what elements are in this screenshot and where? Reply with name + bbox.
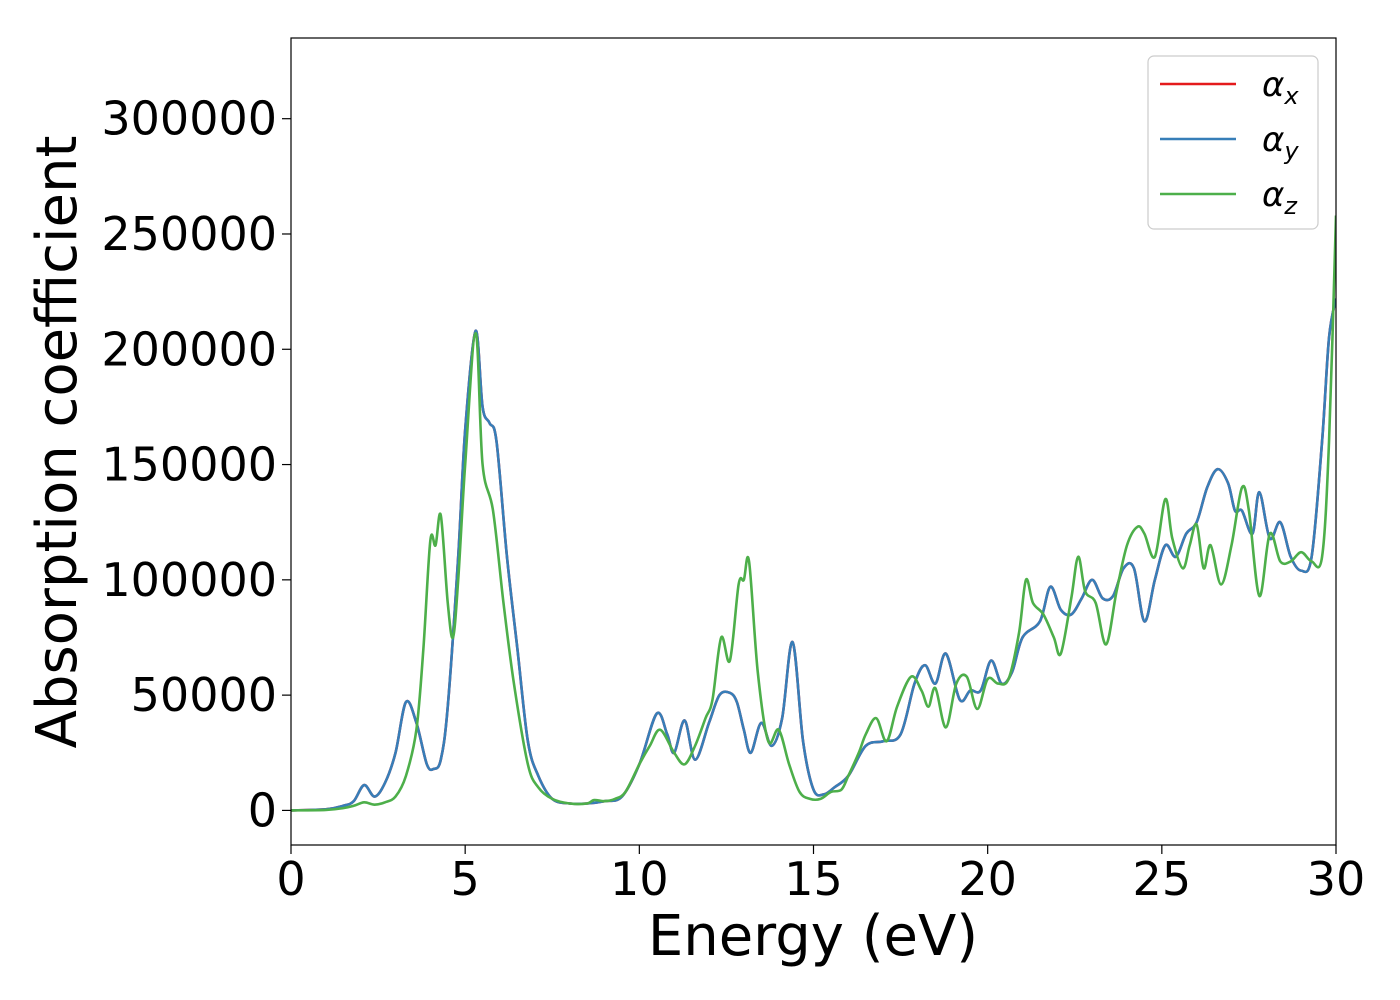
- legend-label-alpha-z: αz: [1262, 175, 1298, 220]
- x-axis: 0 5 10 15 20 25 30: [276, 845, 1365, 906]
- x-axis-title: Energy (eV): [648, 904, 978, 969]
- x-tick-label: 0: [276, 852, 305, 906]
- x-tick-label: 20: [958, 852, 1017, 906]
- y-axis-title: Absorption coefficient: [25, 136, 90, 749]
- y-tick-label: 300000: [101, 92, 277, 146]
- x-tick-label: 10: [610, 852, 669, 906]
- legend-label-alpha-x: αx: [1262, 65, 1299, 110]
- y-tick-label: 0: [248, 783, 277, 837]
- y-tick-label: 250000: [101, 207, 277, 261]
- y-tick-label: 200000: [101, 322, 277, 376]
- x-tick-label: 30: [1307, 852, 1366, 906]
- series-line-alpha-y: [291, 298, 1336, 812]
- legend-box: [1147, 55, 1319, 230]
- series-line-alpha-z: [291, 215, 1336, 812]
- series-layer: [291, 215, 1336, 812]
- legend: αx αy αz: [1147, 55, 1319, 230]
- y-tick-label: 100000: [101, 553, 277, 607]
- x-tick-label: 25: [1133, 852, 1192, 906]
- y-tick-label: 50000: [131, 668, 277, 722]
- legend-label-alpha-y: αy: [1262, 120, 1299, 165]
- y-tick-label: 150000: [101, 438, 277, 492]
- y-axis: 0 50000 100000 150000 200000 250000 300000: [101, 92, 291, 837]
- x-tick-label: 5: [451, 852, 480, 906]
- x-tick-label: 15: [784, 852, 843, 906]
